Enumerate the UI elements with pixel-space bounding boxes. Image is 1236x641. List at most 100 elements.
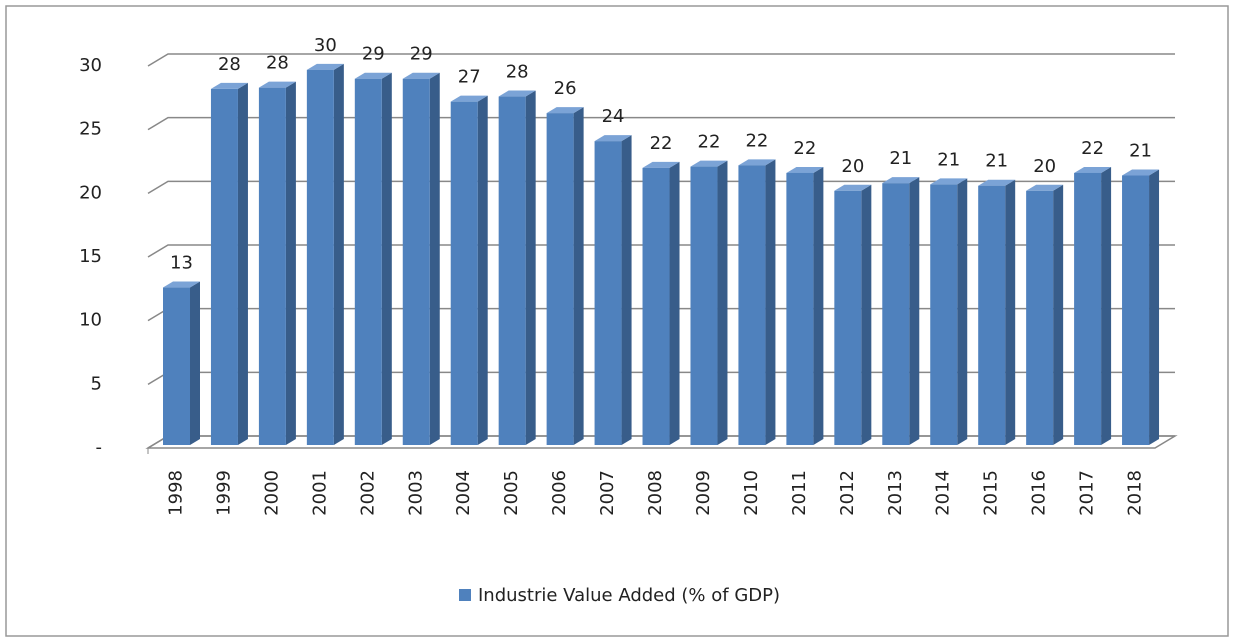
x-tick-label: 2017 [1077, 470, 1098, 516]
value-label: 28 [218, 54, 241, 75]
bar-side [525, 90, 536, 445]
bar-top [978, 179, 1016, 186]
bar-side [333, 63, 344, 445]
x-tick-label: 2016 [1029, 470, 1050, 516]
bar-group [642, 161, 680, 445]
bar-top [546, 107, 584, 114]
bar-top [786, 166, 824, 173]
bar [1074, 172, 1102, 445]
bar-top [594, 135, 632, 142]
x-tick-label: 2000 [261, 470, 282, 516]
grid-line [147, 116, 1175, 131]
bar-side [957, 178, 968, 446]
value-label: 22 [1081, 138, 1104, 159]
y-tick-label: 15 [79, 246, 102, 267]
bar-top [210, 82, 248, 89]
y-tick-label: 25 [79, 119, 102, 140]
value-label: 21 [985, 151, 1008, 172]
bar [882, 183, 910, 445]
bar [402, 78, 430, 445]
x-tick-label: 2011 [789, 470, 810, 516]
bar-side [285, 81, 296, 445]
bar-group [1122, 169, 1160, 446]
bar-side [237, 82, 248, 446]
value-label: 28 [506, 62, 529, 83]
bar-top [1122, 169, 1160, 176]
bar-group [163, 281, 200, 445]
bar-group [930, 178, 968, 446]
value-label: 28 [266, 53, 289, 74]
bar-side [573, 107, 584, 445]
bar-top [834, 184, 872, 191]
bar-side [190, 281, 200, 445]
bar-top [306, 63, 344, 70]
x-tick-label: 2014 [933, 470, 954, 516]
bar-top [738, 159, 776, 166]
bar [642, 167, 670, 445]
bar-group [450, 95, 488, 446]
bar-group [354, 72, 392, 445]
bar-top [354, 72, 392, 79]
bar-group [690, 160, 728, 446]
x-tick-label: 2005 [501, 470, 522, 516]
value-label: 30 [314, 35, 337, 56]
bar-side [429, 72, 440, 445]
bar-group [1026, 184, 1064, 445]
grid-line [147, 53, 1175, 67]
x-tick-label: 1998 [166, 470, 187, 516]
bar [738, 165, 766, 445]
bar [354, 78, 382, 445]
bar [498, 96, 526, 445]
bar-top [163, 281, 200, 288]
y-tick-label: 10 [79, 310, 102, 331]
bar-top [690, 160, 728, 167]
bar-side [861, 184, 872, 445]
bar-group [306, 63, 344, 445]
bar-top [930, 178, 968, 185]
value-label: 21 [889, 148, 912, 169]
bar-side [1101, 166, 1112, 445]
bar [163, 287, 190, 445]
bar-side [909, 177, 920, 445]
x-tick-label: 2010 [741, 470, 762, 516]
value-label: 27 [458, 67, 481, 88]
bar-group [546, 107, 584, 445]
bar-top [402, 72, 440, 79]
x-tick-label: 2004 [453, 470, 474, 516]
bar-side [1005, 179, 1016, 445]
value-label: 29 [362, 44, 385, 65]
bar-group [882, 177, 920, 445]
bar-side [765, 159, 776, 445]
bar [978, 185, 1006, 445]
x-tick-label: 2006 [549, 470, 570, 516]
bar-group [834, 184, 872, 445]
bar-side [813, 166, 824, 445]
value-label: 20 [1033, 156, 1056, 177]
bar-group [978, 179, 1016, 445]
value-label: 26 [554, 78, 577, 99]
x-tick-label: 2012 [837, 470, 858, 516]
bar-group [594, 135, 632, 446]
bar-side [669, 161, 680, 445]
bar [546, 113, 574, 445]
bar-top [498, 90, 536, 97]
value-label: 22 [698, 132, 721, 153]
bar-group [1074, 166, 1112, 445]
bar [1026, 190, 1054, 445]
bar [306, 69, 334, 445]
x-tick-label: 2003 [405, 470, 426, 516]
value-label: 20 [841, 156, 864, 177]
y-tick-label: - [96, 437, 103, 458]
value-label: 29 [410, 44, 433, 65]
legend-swatch [459, 589, 471, 601]
bar-top [1026, 184, 1064, 191]
bar [210, 88, 238, 446]
value-label: 21 [1129, 141, 1152, 162]
bar [450, 101, 478, 446]
value-label: 22 [793, 138, 816, 159]
x-tick-label: 2018 [1125, 470, 1146, 516]
bar-side [1149, 169, 1160, 446]
x-tick-label: 2013 [885, 470, 906, 516]
bar [834, 190, 862, 445]
